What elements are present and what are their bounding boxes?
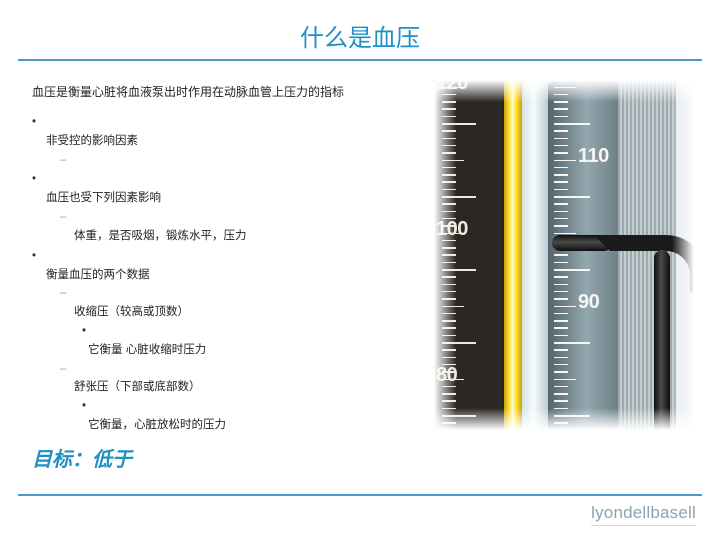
mid-strip — [522, 80, 548, 430]
fade-edge — [434, 80, 456, 430]
bullet-text: 非受控的影响因素 — [46, 135, 138, 147]
goal-text: 目标：低于 — [32, 443, 132, 472]
black-tube — [654, 250, 670, 430]
bullet-text: 体重，是否吸烟，锻炼水平，压力 — [74, 230, 247, 242]
fade-edge — [434, 80, 694, 102]
divider-bottom — [18, 494, 702, 496]
yellow-tube — [504, 80, 522, 430]
title-area: 什么是血压 — [0, 0, 720, 59]
bullet-text: 它衡量，心脏放松时的压力 — [88, 419, 226, 431]
bullet-text: 收缩压（较高或顶数） — [74, 306, 189, 318]
fade-edge — [434, 408, 694, 430]
fade-edge — [672, 80, 694, 430]
bullet-text: 衡量血压的两个数据 — [46, 269, 150, 281]
sphygmomanometer-image: 120 100 80 110 90 — [434, 80, 694, 430]
bullet-text: 血压也受下列因素影响 — [46, 192, 161, 204]
bullet-text: 舒张压（下部或底部数） — [74, 381, 201, 393]
page-title: 什么是血压 — [0, 18, 720, 53]
scale-number: 110 — [578, 145, 609, 168]
bullet-text: 它衡量 心脏收缩时压力 — [88, 344, 206, 356]
brand-logo: lyondellbasell — [591, 503, 696, 526]
